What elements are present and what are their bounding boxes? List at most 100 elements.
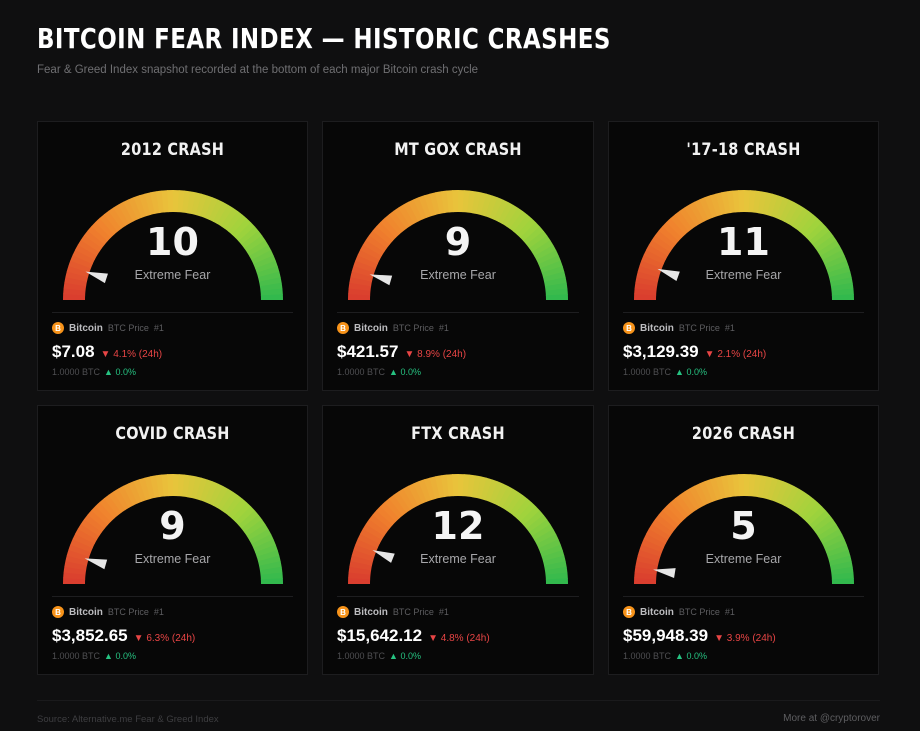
- sentiment-label: Extreme Fear: [705, 552, 782, 566]
- gauge-segment: [684, 204, 701, 227]
- gauge-segment: [161, 474, 169, 497]
- gauge-segment: [384, 214, 404, 235]
- gauge-segment: [403, 485, 419, 508]
- crash-card: 2012 CRASH 10 Extreme Fear B Bitcoin BTC…: [37, 121, 308, 391]
- price-change: ▼ 4.8% (24h): [428, 633, 490, 644]
- gauge-segment: [348, 293, 371, 300]
- gauge-segment: [260, 294, 283, 300]
- fear-greed-gauge: [348, 474, 568, 584]
- gauge-segment: [831, 294, 854, 300]
- gauge-segment: [353, 543, 377, 557]
- gauge-segment: [350, 270, 374, 282]
- gauge-segment: [380, 217, 400, 238]
- btc-amount: 1.0000 BTC: [623, 651, 672, 661]
- gauge-segment: [359, 244, 383, 261]
- gauge-segment: [372, 225, 393, 245]
- gauge-needle: [369, 274, 393, 286]
- more-link[interactable]: More at @cryptorover: [783, 713, 880, 724]
- gauge-segment: [369, 230, 390, 249]
- gauge-segment: [520, 506, 541, 526]
- gauge-segment: [502, 488, 519, 511]
- gauge-segment: [791, 491, 810, 514]
- gauge-segment: [699, 197, 713, 220]
- gauge-needle: [84, 558, 108, 570]
- gauge-segment: [679, 491, 697, 513]
- gauge-segment: [641, 538, 664, 553]
- gauge-segment: [208, 483, 224, 506]
- gauge-segment: [108, 207, 126, 229]
- gauge-segment: [133, 195, 147, 218]
- gauge-segment: [241, 230, 263, 249]
- gauge-segment: [108, 491, 126, 513]
- gauge-segment: [753, 190, 762, 214]
- gauge-segment: [658, 509, 679, 529]
- gauge-segment: [74, 244, 98, 261]
- gauge-segment: [186, 191, 197, 215]
- gauge-segment: [84, 230, 105, 249]
- coin-rank: #1: [153, 323, 164, 333]
- gauge-segment: [139, 477, 151, 501]
- gauge-segment: [256, 550, 280, 562]
- btc-amount: 1.0000 BTC: [52, 367, 101, 377]
- gauge-segment: [791, 207, 810, 230]
- gauge-segment: [253, 539, 276, 553]
- sentiment-label: Extreme Fear: [134, 552, 211, 566]
- bitcoin-icon: B: [623, 322, 635, 334]
- gauge-segment: [220, 491, 239, 514]
- gauge-segment: [349, 560, 373, 571]
- gauge-segment: [258, 271, 281, 283]
- gauge-segment: [662, 505, 683, 526]
- gauge-segment: [827, 550, 851, 562]
- gauge-segment: [783, 485, 800, 509]
- btc-amount: 1.0000 BTC: [52, 651, 101, 661]
- btc-amount: 1.0000 BTC: [623, 367, 672, 377]
- gauge-segment: [783, 201, 800, 225]
- gauge-segment: [150, 191, 160, 214]
- card-title: '17-18 CRASH: [686, 140, 801, 160]
- gauge-segment: [529, 519, 551, 537]
- gauge-segment: [538, 255, 561, 269]
- btc-change: ▲ 0.0%: [389, 367, 421, 377]
- coin-rank: #1: [724, 607, 735, 617]
- gauge-segment: [435, 191, 445, 214]
- gauge-segment: [467, 190, 476, 214]
- gauge-segment: [228, 498, 248, 519]
- gauge-segment: [350, 554, 374, 566]
- gauge-segment: [541, 266, 565, 278]
- gauge-segment: [408, 199, 423, 222]
- gauge-segment: [766, 193, 779, 217]
- gauge-segment: [826, 544, 849, 558]
- gauge-segment: [150, 475, 160, 498]
- gauge-segment: [715, 476, 727, 499]
- gauge-segment: [167, 190, 174, 213]
- coin-name: Bitcoin: [640, 606, 674, 618]
- gauge-segment: [253, 255, 276, 269]
- gauge-segment: [806, 222, 827, 242]
- gauge-segment: [355, 254, 378, 269]
- gauge-segment: [545, 578, 568, 584]
- gauge-segment: [689, 201, 705, 224]
- gauge-segment: [467, 474, 476, 498]
- gauge-segment: [80, 518, 103, 537]
- index-score: 5: [730, 504, 757, 548]
- gauge-segment: [84, 514, 105, 533]
- gauge-segment: [635, 560, 659, 571]
- gauge-segment: [74, 528, 98, 545]
- gauge-segment: [77, 239, 100, 256]
- gauge-segment: [799, 498, 819, 519]
- gauge-segment: [66, 265, 90, 278]
- price-change: ▼ 3.9% (24h): [714, 633, 776, 644]
- price-label: BTC Price: [392, 607, 434, 617]
- gauge-segment: [775, 481, 790, 504]
- gauge-segment: [359, 528, 383, 545]
- btc-price: $59,948.39: [623, 626, 709, 645]
- gauge-segment: [699, 481, 713, 504]
- gauge-segment: [534, 245, 557, 261]
- footer-divider: [37, 700, 880, 701]
- gauge-segment: [66, 549, 90, 562]
- gauge-segment: [824, 255, 847, 269]
- gauge-segment: [523, 510, 544, 530]
- gauge-segment: [384, 498, 404, 519]
- gauge-segment: [235, 222, 256, 242]
- gauge-segment: [634, 577, 657, 584]
